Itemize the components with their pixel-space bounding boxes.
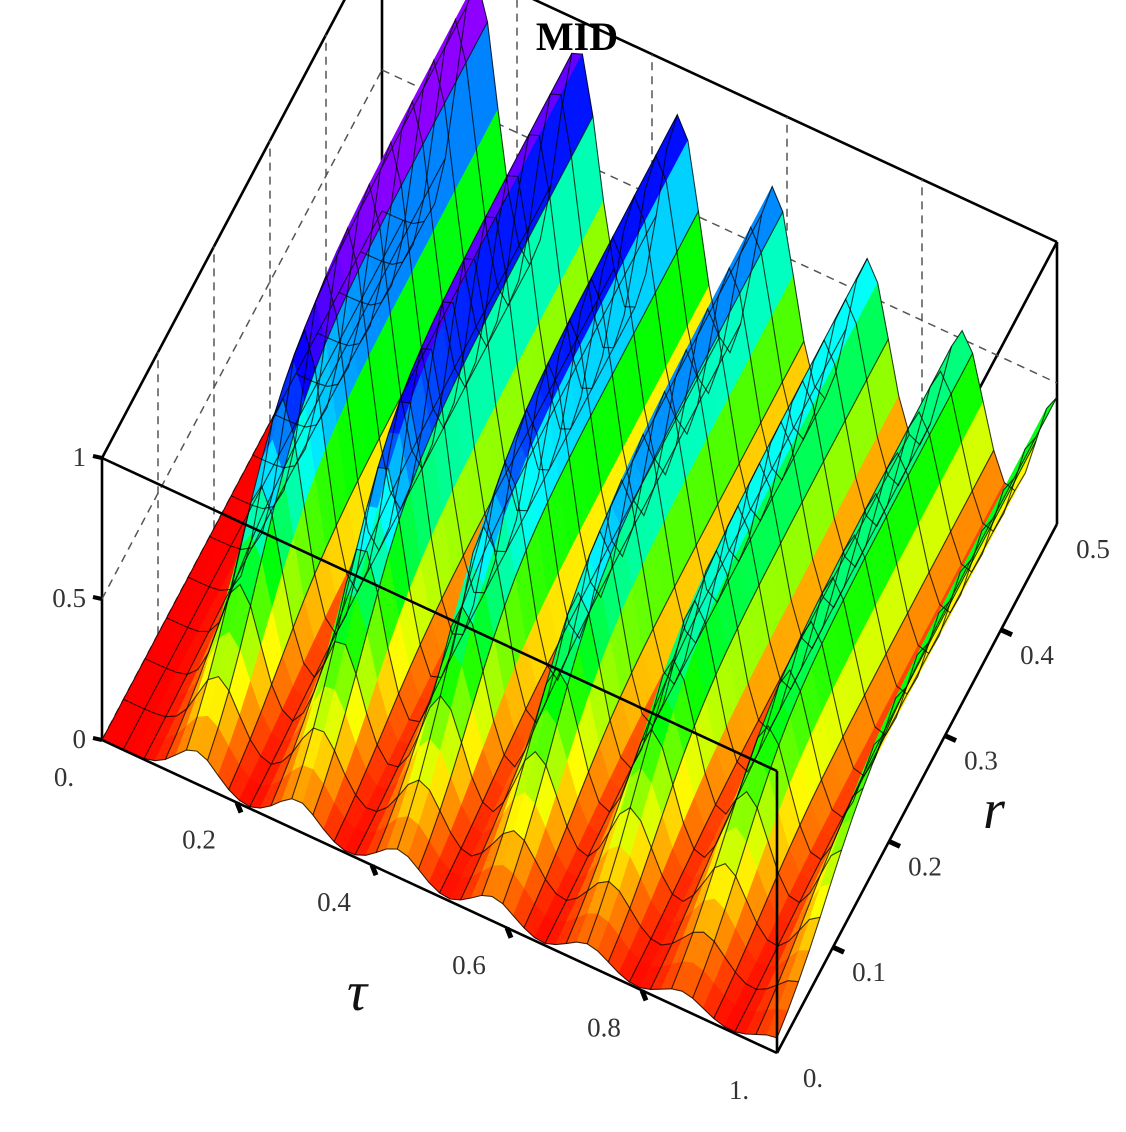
- mesh-line-tau: [713, 449, 995, 1019]
- x-tick-label: 0.4: [317, 887, 351, 917]
- y-tick-label: 0.5: [1076, 534, 1110, 564]
- mesh-line-tau: [776, 396, 1058, 1039]
- y-tick-mark: [831, 944, 846, 955]
- z-tick-mark: [92, 736, 103, 742]
- mesh-line-tau: [270, 185, 552, 807]
- left-wall-grid-line: [101, 69, 383, 600]
- mesh-line-tau: [544, 398, 826, 944]
- box-top-back-edge: [532, 0, 1058, 244]
- z-tick-label: 0.5: [52, 583, 86, 613]
- x-tick-mark: [639, 989, 649, 1002]
- y-tick-label: 0.3: [964, 746, 998, 776]
- mesh-line-tau: [143, 221, 425, 759]
- x-tick-label: 0.: [54, 762, 74, 792]
- surface-patch: [1035, 396, 1058, 430]
- mesh-line-tau: [565, 328, 847, 944]
- mesh-line-tau: [206, 21, 488, 761]
- mesh-line-tau: [649, 423, 931, 990]
- x-tick-label: 0.6: [452, 950, 486, 980]
- back-wall-grid-line: [381, 69, 1058, 384]
- mesh-line-tau: [101, 210, 383, 741]
- mesh-line-tau: [607, 338, 889, 963]
- box-top-left-edge: [100, 0, 346, 459]
- x-tick-mark: [234, 801, 244, 814]
- x-tick-label: 1.: [729, 1075, 749, 1105]
- mesh-line-tau: [481, 213, 763, 896]
- x-tick-label: 0.8: [587, 1012, 621, 1042]
- mesh-line-tau: [628, 434, 910, 983]
- mesh-line-tau: [291, 53, 573, 799]
- mesh-line-tau: [755, 441, 1037, 1035]
- mesh-line-tau: [312, 115, 594, 816]
- mesh-line-tau: [375, 215, 657, 853]
- axis-ticks: 0. 0.2 0.4 0.6 0.8 1. 0. 0.1 0.2 0.3 0.4 0.5 0 0.5 1: [52, 442, 1110, 1105]
- mesh-line-tau: [396, 114, 678, 850]
- mesh-line-tau: [164, 157, 446, 760]
- mesh-line-tau: [228, 192, 510, 790]
- chart-title: MID: [536, 14, 618, 59]
- y-tick-mark: [887, 839, 902, 849]
- mesh-line-tau: [502, 211, 784, 904]
- surface-patch: [1024, 417, 1047, 450]
- y-tick-label: 0.: [803, 1063, 823, 1093]
- box-top-front-edge: [101, 456, 778, 773]
- mesh-line-tau: [586, 258, 868, 944]
- y-tick-label: 0.2: [908, 851, 942, 881]
- box-front-edges: [101, 456, 1059, 1055]
- mesh-line-tau: [122, 220, 404, 750]
- x-tick-mark: [504, 926, 514, 939]
- y-tick-label: 0.1: [852, 957, 886, 987]
- mesh-line-tau: [249, 264, 531, 807]
- mesh-line-tau: [523, 341, 805, 929]
- z-tick-label: 0: [73, 724, 87, 754]
- mesh-line-tau: [734, 490, 1016, 1033]
- x-axis-title: τ: [347, 961, 369, 1023]
- y-tick-mark: [943, 733, 958, 743]
- y-tick-label: 0.4: [1020, 640, 1054, 670]
- mesh-line-tau: [417, 210, 699, 870]
- z-tick-mark: [92, 454, 103, 460]
- box-right-bottom-edge: [775, 523, 1059, 1054]
- box-front-bottom-edge: [101, 738, 778, 1055]
- y-tick-mark: [999, 627, 1014, 638]
- mesh-line-tau: [439, 336, 720, 894]
- x-tick-mark: [369, 864, 379, 877]
- mesh-line-tau: [670, 346, 952, 990]
- mesh-line-tau: [692, 353, 974, 999]
- mesh-line-tau: [333, 268, 615, 842]
- mesh-line-tau: [460, 323, 742, 901]
- mesh-line-tau: [354, 306, 636, 856]
- z-tick-mark: [92, 595, 103, 601]
- x-tick-label: 0.2: [182, 825, 216, 855]
- y-axis-title: r: [983, 779, 1005, 841]
- z-tick-label: 1: [73, 442, 87, 472]
- surface-mesh: [101, 0, 1058, 1039]
- mesh-line-tau: [185, 6, 467, 751]
